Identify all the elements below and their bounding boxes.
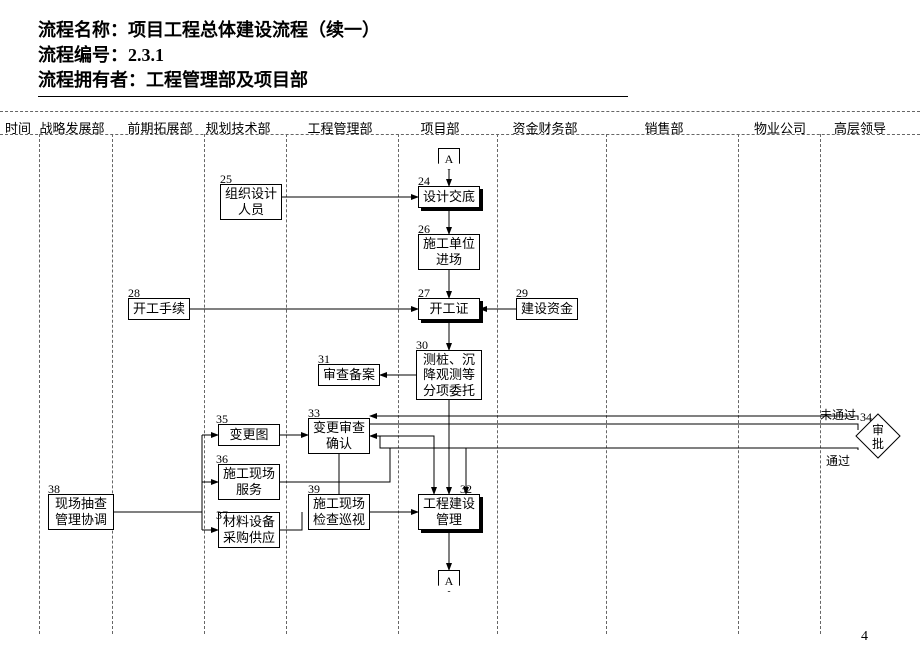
edge-label-fail: 未通过 xyxy=(820,406,856,423)
node-number: 30 xyxy=(416,338,428,353)
flowchart: 组织设计人员25 设计交底24 施工单位进场26 开工手续28 开工证27 建设资金29 测… xyxy=(0,0,920,663)
node-number: 34 xyxy=(860,410,872,425)
offpage-connector: A xyxy=(438,148,460,170)
flow-node: 审查备案 xyxy=(318,364,380,386)
node-number: 28 xyxy=(128,286,140,301)
node-number: 27 xyxy=(418,286,430,301)
page-number: 4 xyxy=(861,629,868,645)
node-number: 39 xyxy=(308,482,320,497)
flow-node: 设计交底 xyxy=(418,186,480,208)
flow-node: 测桩、沉降观测等分项委托 xyxy=(416,350,482,400)
offpage-connector: A xyxy=(438,570,460,592)
flow-node: 施工现场检查巡视 xyxy=(308,494,370,530)
flow-node: 变更图 xyxy=(218,424,280,446)
flow-node: 建设资金 xyxy=(516,298,578,320)
flow-node: 工程建设管理 xyxy=(418,494,480,530)
node-number: 24 xyxy=(418,174,430,189)
edge-label-pass: 通过 xyxy=(826,452,850,469)
node-number: 33 xyxy=(308,406,320,421)
node-number: 29 xyxy=(516,286,528,301)
flow-node: 开工手续 xyxy=(128,298,190,320)
node-number: 25 xyxy=(220,172,232,187)
node-number: 37 xyxy=(216,508,228,523)
flow-node: 现场抽查管理协调 xyxy=(48,494,114,530)
node-number: 26 xyxy=(418,222,430,237)
flow-node: 开工证 xyxy=(418,298,480,320)
flow-node: 施工现场服务 xyxy=(218,464,280,500)
flow-node: 变更审查确认 xyxy=(308,418,370,454)
node-number: 35 xyxy=(216,412,228,427)
node-number: 31 xyxy=(318,352,330,367)
flow-node: 施工单位进场 xyxy=(418,234,480,270)
node-number: 32 xyxy=(460,482,472,497)
node-number: 36 xyxy=(216,452,228,467)
flow-node: 组织设计人员 xyxy=(220,184,282,220)
node-number: 38 xyxy=(48,482,60,497)
